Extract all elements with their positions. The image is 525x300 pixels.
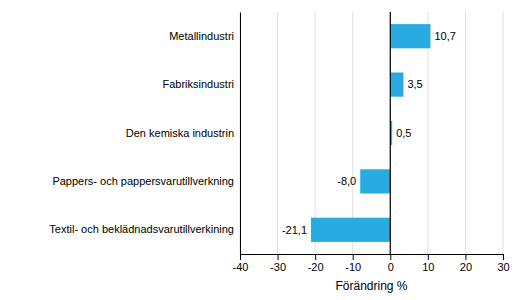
y-tick-label: Metallindustri bbox=[169, 30, 234, 42]
chart-container: -40 -30 -20 -10 0 10 20 30 Textil- och beklädnad… bbox=[0, 0, 525, 300]
x-tick-label: 20 bbox=[460, 261, 472, 273]
x-axis: -40 -30 -20 -10 0 10 20 30 bbox=[233, 254, 510, 273]
grid-line bbox=[503, 12, 504, 254]
x-tick-mark bbox=[315, 254, 316, 260]
x-tick-mark bbox=[240, 254, 241, 260]
data-label: -8,0 bbox=[337, 175, 356, 187]
grid-line bbox=[277, 12, 278, 254]
x-tick: -20 bbox=[308, 254, 324, 273]
bar bbox=[311, 218, 390, 242]
y-tick: Fabriksindustri bbox=[162, 78, 234, 90]
y-tick-label: Fabriksindustri bbox=[162, 78, 234, 90]
y-tick: Textil- och beklädnadsvarutillverkining bbox=[49, 223, 234, 235]
data-label: 10,7 bbox=[434, 30, 455, 42]
y-axis-line bbox=[240, 13, 241, 255]
x-tick: 30 bbox=[497, 254, 509, 273]
x-tick-mark bbox=[278, 254, 279, 260]
x-tick-label: 10 bbox=[422, 261, 434, 273]
x-tick-label: 30 bbox=[497, 261, 509, 273]
y-axis: Textil- och beklädnadsvarutillverkining P… bbox=[49, 13, 240, 255]
bar bbox=[360, 169, 390, 193]
grid-line bbox=[390, 12, 391, 254]
x-tick: 10 bbox=[422, 254, 434, 273]
x-tick-mark bbox=[353, 254, 354, 260]
zero-line bbox=[390, 12, 391, 254]
bar bbox=[390, 24, 430, 48]
x-tick-label: -10 bbox=[345, 261, 361, 273]
plot-area: -40 -30 -20 -10 0 10 20 30 Textil- och beklädnad… bbox=[49, 12, 509, 273]
x-tick: -10 bbox=[345, 254, 361, 273]
data-labels: -21,1 -8,0 0,5 3,5 10,7 bbox=[282, 30, 456, 236]
bar bbox=[390, 73, 403, 97]
x-tick-mark bbox=[390, 254, 391, 260]
x-tick-mark bbox=[503, 254, 504, 260]
y-tick-label: Den kemiska industrin bbox=[126, 127, 234, 139]
grid-line bbox=[465, 12, 466, 254]
y-tick: Metallindustri bbox=[169, 30, 234, 42]
data-label: 3,5 bbox=[407, 78, 422, 90]
y-tick-label: Pappers- och pappersvarutillverkning bbox=[52, 175, 234, 187]
y-tick-label: Textil- och beklädnadsvarutillverkining bbox=[49, 223, 234, 235]
bars bbox=[311, 24, 430, 242]
y-tick: Den kemiska industrin bbox=[126, 127, 234, 139]
x-tick-mark bbox=[465, 254, 466, 260]
x-tick-label: 0 bbox=[388, 261, 394, 273]
grid bbox=[240, 12, 503, 254]
x-tick-label: -20 bbox=[308, 261, 324, 273]
data-label: -21,1 bbox=[282, 224, 307, 236]
grid-line bbox=[240, 12, 241, 254]
x-tick-label: -30 bbox=[270, 261, 286, 273]
x-tick: -40 bbox=[233, 254, 249, 273]
x-tick-mark bbox=[428, 254, 429, 260]
chart-svg: -40 -30 -20 -10 0 10 20 30 Textil- och beklädnad… bbox=[0, 0, 525, 300]
x-axis-title: Förändring % bbox=[335, 279, 407, 293]
x-tick: -30 bbox=[270, 254, 286, 273]
x-axis-line bbox=[241, 255, 504, 261]
x-tick: 20 bbox=[460, 254, 472, 273]
x-tick-label: -40 bbox=[233, 261, 249, 273]
y-tick: Pappers- och pappersvarutillverkning bbox=[52, 175, 234, 187]
data-label: 0,5 bbox=[396, 127, 411, 139]
x-tick: 0 bbox=[388, 254, 394, 273]
